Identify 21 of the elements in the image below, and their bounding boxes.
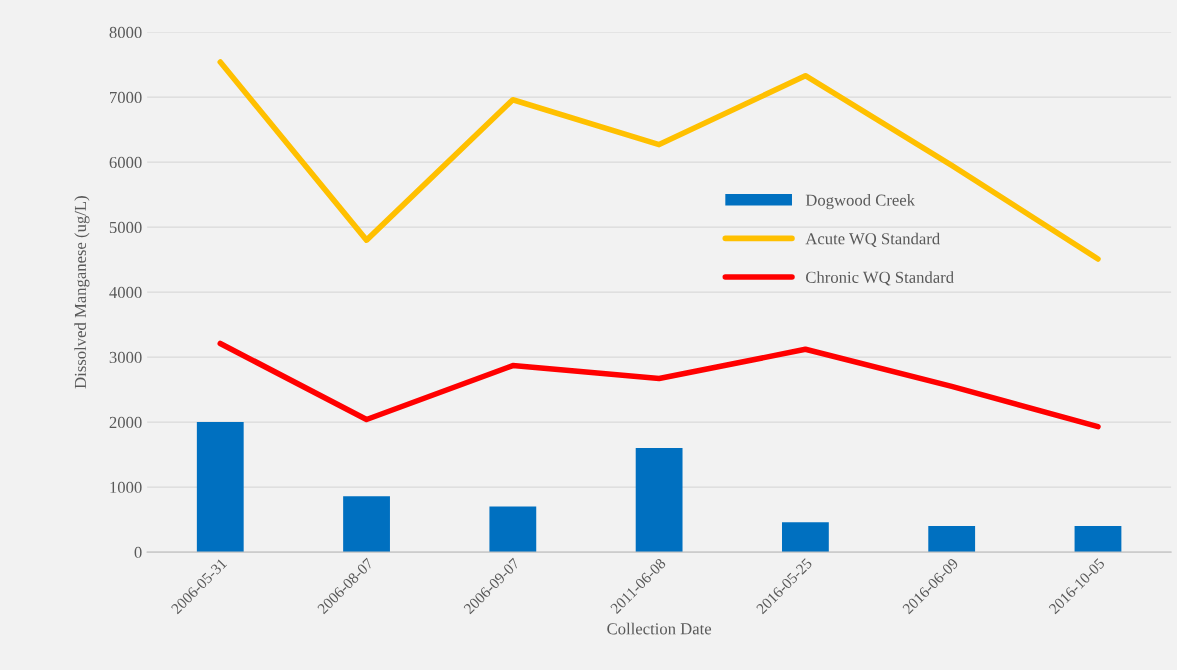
y-tick-label: 7000 bbox=[110, 91, 142, 104]
x-axis-title: Collection Date bbox=[607, 622, 712, 635]
legend-label: Acute WQ Standard bbox=[805, 232, 940, 247]
bar bbox=[489, 506, 537, 553]
legend-label: Dogwood Creek bbox=[805, 194, 916, 210]
bar bbox=[782, 522, 829, 553]
y-tick-label: 6000 bbox=[109, 156, 142, 169]
y-tick-label: 2000 bbox=[109, 416, 142, 429]
bar bbox=[928, 526, 976, 553]
y-tick-label: 1000 bbox=[110, 481, 142, 494]
bar bbox=[196, 422, 244, 553]
y-tick-label: 0 bbox=[134, 546, 142, 559]
y-tick-label: 4000 bbox=[109, 286, 142, 299]
legend-label: Chronic WQ Standard bbox=[806, 271, 954, 286]
bar bbox=[635, 448, 683, 553]
bar bbox=[343, 496, 390, 553]
y-tick-label: 5000 bbox=[109, 221, 142, 234]
bar bbox=[1074, 526, 1122, 553]
y-axis-title: Dissolved Manganese (ug/L) bbox=[74, 196, 90, 389]
y-tick-label: 8000 bbox=[109, 26, 142, 39]
y-tick-label: 3000 bbox=[109, 351, 142, 364]
